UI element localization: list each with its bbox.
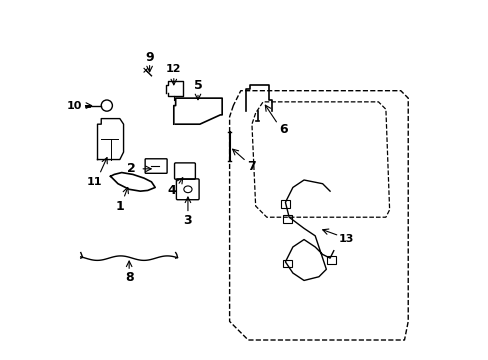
Text: 2: 2 <box>126 162 135 175</box>
Text: 3: 3 <box>183 214 192 227</box>
Text: 7: 7 <box>247 161 256 174</box>
Bar <box>282 215 291 223</box>
Text: 9: 9 <box>145 51 154 64</box>
Text: 1: 1 <box>115 199 124 212</box>
Text: 12: 12 <box>166 64 181 74</box>
Text: 6: 6 <box>279 123 287 136</box>
Text: 13: 13 <box>339 234 354 244</box>
Text: 8: 8 <box>124 271 133 284</box>
Bar <box>327 256 336 264</box>
Bar <box>282 260 291 267</box>
Text: 11: 11 <box>87 177 102 187</box>
Bar <box>281 201 289 208</box>
Text: 4: 4 <box>167 184 176 197</box>
Text: 5: 5 <box>193 78 202 91</box>
Text: 10: 10 <box>66 100 81 111</box>
